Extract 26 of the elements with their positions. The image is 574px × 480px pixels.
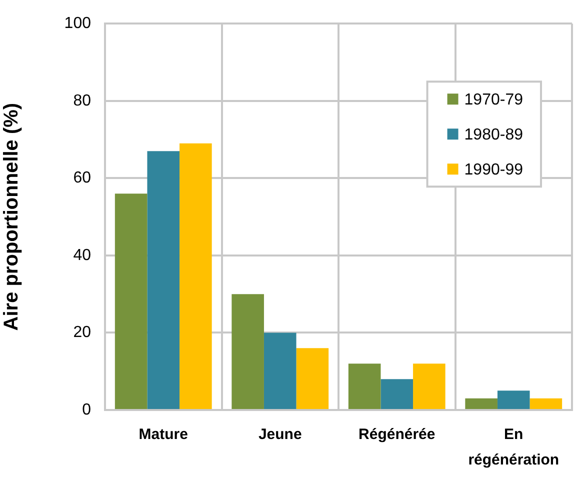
y-tick-label: 100 — [64, 15, 92, 32]
bar — [296, 348, 329, 409]
bar — [465, 398, 498, 409]
bar — [348, 364, 381, 409]
y-tick-label: 60 — [73, 170, 92, 187]
bar — [147, 151, 180, 409]
y-tick-label: 40 — [73, 246, 92, 264]
y-tick-label: 0 — [82, 401, 92, 418]
x-tick-label: Régénérée — [358, 426, 436, 443]
bar — [232, 294, 264, 409]
bar — [497, 390, 530, 409]
legend-label: 1970-79 — [464, 92, 524, 109]
bar — [380, 379, 414, 409]
x-tick-label: En régénération — [468, 426, 560, 468]
x-tick-label: Jeune — [258, 426, 302, 443]
legend-label: 1980-89 — [464, 126, 524, 144]
legend-label: 1990-99 — [464, 162, 524, 179]
bar — [413, 364, 446, 409]
y-axis-title: Aire proportionnelle (%) — [0, 102, 23, 331]
bar — [264, 332, 296, 409]
y-tick-label: 20 — [73, 324, 92, 342]
x-tick-label: Mature — [138, 426, 188, 443]
bar — [530, 398, 562, 409]
bar — [114, 194, 148, 409]
bar — [180, 143, 212, 409]
y-tick-label: 80 — [73, 92, 92, 110]
